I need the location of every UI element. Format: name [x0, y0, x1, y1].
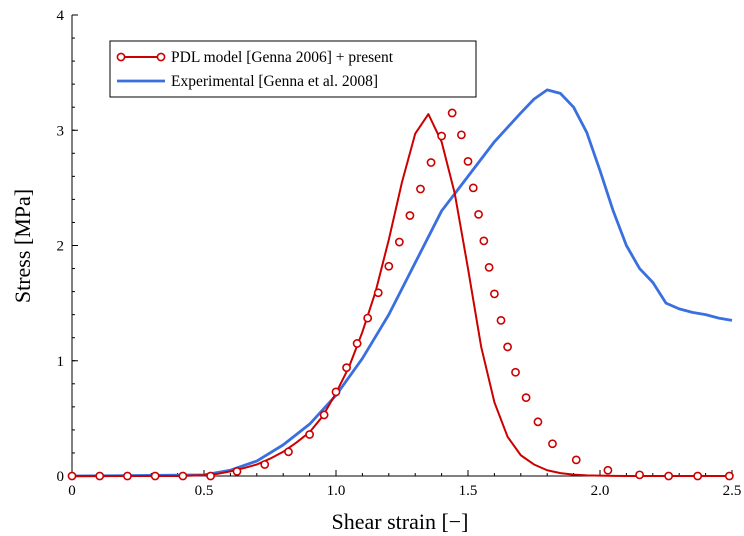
data-point: [479, 236, 489, 246]
data-point: [664, 471, 674, 481]
x-tick-label: 2.5: [723, 483, 742, 499]
x-axis-label: Shear strain [−]: [331, 509, 468, 534]
data-point: [571, 455, 581, 465]
data-point: [693, 471, 703, 481]
data-point: [468, 183, 478, 193]
legend-marker: [116, 52, 126, 62]
y-axis-label: Stress [MPa]: [10, 189, 35, 303]
data-point: [447, 108, 457, 118]
data-point: [95, 471, 105, 481]
data-point: [635, 470, 644, 480]
data-point: [603, 465, 613, 475]
data-point: [474, 209, 483, 219]
data-point: [724, 471, 734, 481]
data-point: [496, 316, 506, 325]
chart-legend: PDL model [Genna 2006] + present Experime…: [109, 40, 477, 98]
series-0: [67, 108, 734, 481]
data-point: [484, 262, 494, 272]
data-point: [463, 156, 473, 166]
data-point: [331, 387, 341, 397]
data-point: [232, 466, 242, 476]
legend-label: Experimental [Genna et al. 2008]: [171, 73, 378, 90]
x-tick-label: 1.0: [327, 483, 346, 499]
data-point: [405, 211, 415, 220]
y-tick-label: 4: [57, 8, 65, 24]
legend-label: PDL model [Genna 2006] + present: [171, 49, 394, 66]
data-point: [178, 471, 188, 481]
x-tick-label: 0.5: [195, 483, 214, 499]
data-point: [352, 339, 362, 348]
data-point: [456, 130, 466, 140]
data-point: [342, 363, 351, 373]
data-point: [319, 410, 329, 420]
data-point: [305, 430, 314, 439]
y-tick-label: 1: [57, 354, 65, 370]
series-1: [71, 88, 733, 478]
data-point: [67, 471, 77, 481]
y-tick-label: 3: [57, 123, 65, 139]
data-point: [511, 367, 520, 377]
data-point: [489, 289, 499, 299]
chart-axes: 0 0.5 1.0 1.5 2.0 2.5 0 1 2 3 4: [57, 8, 742, 499]
data-point: [150, 471, 160, 481]
data-point: [394, 237, 404, 247]
x-tick-label: 1.5: [459, 483, 478, 499]
data-point: [260, 460, 270, 469]
x-tick-label: 2.0: [591, 483, 610, 499]
data-point: [503, 342, 512, 352]
data-point: [548, 439, 557, 449]
y-tick-label: 2: [57, 239, 65, 255]
data-point: [206, 471, 215, 481]
data-point: [373, 288, 383, 298]
legend-marker: [156, 52, 166, 62]
data-point: [416, 184, 425, 194]
data-point: [437, 131, 446, 141]
legend-box: [109, 40, 477, 98]
y-tick-label: 0: [57, 469, 65, 485]
chart-series-layer: [67, 88, 734, 481]
data-point: [533, 417, 543, 427]
data-point: [363, 313, 373, 323]
series-line: [71, 88, 733, 478]
data-point: [426, 158, 436, 167]
data-point: [284, 447, 293, 457]
series-line: [72, 113, 732, 477]
data-point: [123, 471, 132, 481]
data-point: [384, 261, 394, 271]
x-tick-label: 0: [68, 483, 76, 499]
data-point: [521, 393, 531, 403]
